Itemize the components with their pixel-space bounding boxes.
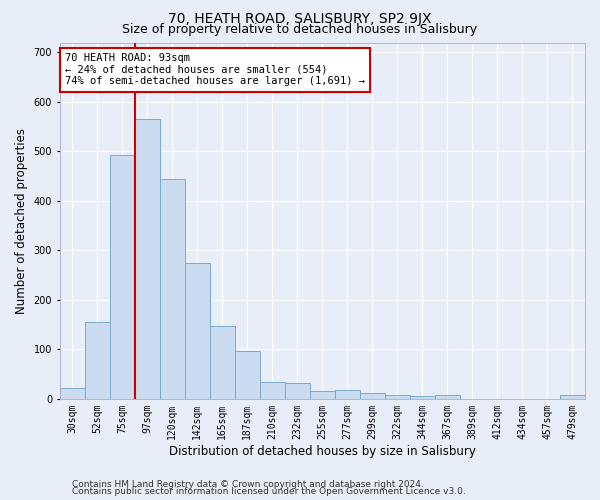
Y-axis label: Number of detached properties: Number of detached properties	[15, 128, 28, 314]
Bar	[110, 155, 135, 399]
Bar	[435, 396, 460, 399]
Text: 70, HEATH ROAD, SALISBURY, SP2 9JX: 70, HEATH ROAD, SALISBURY, SP2 9JX	[168, 12, 432, 26]
Text: Contains HM Land Registry data © Crown copyright and database right 2024.: Contains HM Land Registry data © Crown c…	[72, 480, 424, 489]
Bar	[360, 393, 385, 399]
Bar	[210, 326, 235, 399]
Bar	[135, 119, 160, 399]
Bar	[160, 178, 185, 399]
Bar	[310, 392, 335, 399]
Bar	[335, 390, 360, 399]
Bar	[85, 322, 110, 399]
Bar	[410, 396, 435, 399]
Text: Size of property relative to detached houses in Salisbury: Size of property relative to detached ho…	[122, 22, 478, 36]
Bar	[59, 388, 85, 399]
Bar	[560, 395, 585, 399]
X-axis label: Distribution of detached houses by size in Salisbury: Distribution of detached houses by size …	[169, 444, 476, 458]
Bar	[260, 382, 285, 399]
Bar	[285, 382, 310, 399]
Bar	[235, 351, 260, 399]
Text: 70 HEATH ROAD: 93sqm
← 24% of detached houses are smaller (554)
74% of semi-deta: 70 HEATH ROAD: 93sqm ← 24% of detached h…	[65, 53, 365, 86]
Text: Contains public sector information licensed under the Open Government Licence v3: Contains public sector information licen…	[72, 488, 466, 496]
Bar	[185, 262, 210, 399]
Bar	[385, 395, 410, 399]
